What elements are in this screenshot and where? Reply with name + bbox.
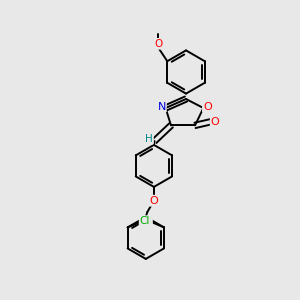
Text: N: N [158, 101, 166, 112]
Text: O: O [154, 39, 162, 49]
Text: O: O [149, 196, 158, 206]
Text: Cl: Cl [142, 216, 152, 226]
Text: H: H [145, 134, 153, 144]
Text: O: O [211, 117, 220, 127]
Text: Cl: Cl [140, 216, 150, 226]
Text: O: O [203, 101, 212, 112]
